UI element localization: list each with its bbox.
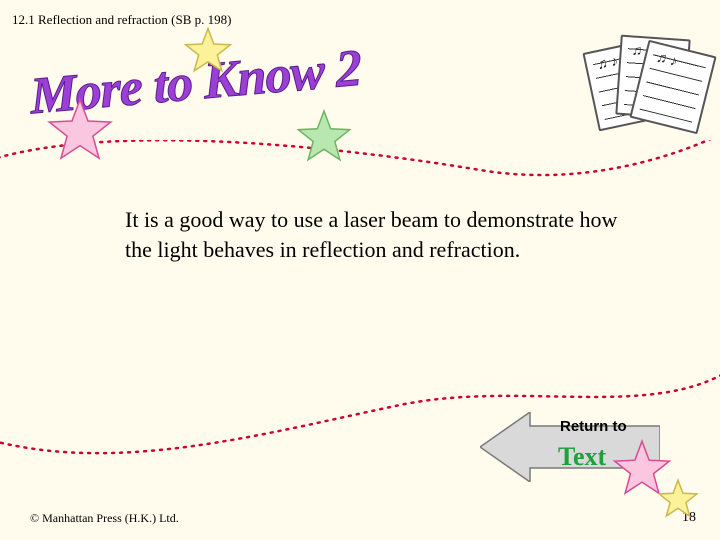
star-icon [294,108,354,168]
arrow-bottom-label: Text [558,442,606,472]
arrow-top-label: Return to [560,418,627,435]
body-text: It is a good way to use a laser beam to … [125,205,625,264]
music-sheets-icon [590,35,700,130]
page-title: More to Know 2 [29,46,362,122]
page-number: 18 [682,510,696,526]
copyright: © Manhattan Press (H.K.) Ltd. [30,511,179,526]
breadcrumb: 12.1 Reflection and refraction (SB p. 19… [12,12,232,28]
return-to-text-button[interactable]: Return to Text [480,412,660,482]
title-wrap: More to Know 2 [30,60,361,107]
